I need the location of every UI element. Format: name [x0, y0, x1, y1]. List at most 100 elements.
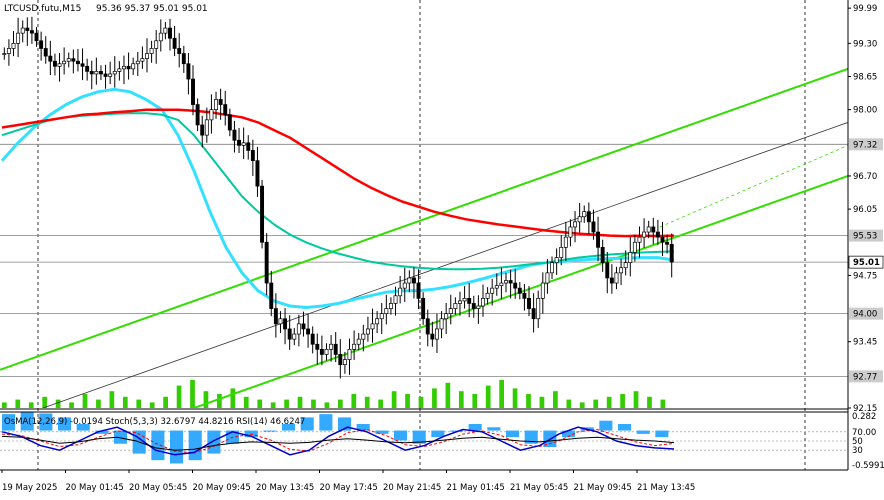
- candle-body: [614, 272, 619, 284]
- ma-red-line: [1, 108, 675, 238]
- candle-body: [508, 280, 513, 284]
- candle-body: [29, 30, 34, 34]
- candle-body: [273, 308, 278, 325]
- candle-body: [540, 282, 545, 299]
- candle-body: [411, 277, 416, 284]
- candle-body: [287, 328, 292, 340]
- volume-bar: [526, 394, 531, 408]
- osma-bar: [412, 430, 426, 444]
- volume-bar: [190, 380, 195, 408]
- volume-bar: [297, 396, 303, 408]
- osma-bar: [375, 430, 389, 434]
- indicator-label: OsMA(12,26,9) -0.0194 Stoch(5,3,3) 32.67…: [4, 417, 305, 427]
- candle-body: [550, 262, 554, 274]
- volume-bar: [458, 391, 464, 408]
- volume-bar: [512, 388, 518, 408]
- time-tick-label: 20 May 05:45: [129, 483, 187, 493]
- candle-body: [471, 303, 476, 309]
- candle-body: [665, 241, 670, 245]
- indicator-tick-label: 50: [852, 437, 863, 447]
- candle-body: [131, 63, 136, 70]
- candle-body: [504, 280, 508, 284]
- candle-body: [324, 349, 329, 355]
- price-tag-bg: [849, 307, 883, 320]
- time-tick-label: 20 May 17:45: [320, 483, 378, 493]
- candle-body: [43, 48, 48, 57]
- osma-bar: [394, 430, 408, 441]
- candle-body: [388, 303, 393, 309]
- candle-body: [632, 241, 637, 253]
- candle-body: [660, 236, 665, 243]
- candle-body: [112, 71, 117, 75]
- volume-bar: [378, 399, 384, 408]
- volume-bar: [257, 399, 263, 408]
- candle-body: [117, 68, 122, 72]
- time-tick-label: 21 May 09:45: [574, 483, 632, 493]
- candle-body: [384, 308, 389, 314]
- price-tick-label: 94.00: [853, 310, 877, 320]
- candle-body: [582, 211, 587, 218]
- channel-lower-line: [191, 175, 848, 408]
- candle-body: [554, 257, 559, 263]
- candle-body: [347, 349, 352, 360]
- candle-body: [623, 262, 628, 269]
- candle-body: [16, 32, 21, 44]
- volume-bar: [217, 394, 222, 408]
- candle-body: [490, 287, 495, 294]
- candle-body: [319, 349, 324, 355]
- candle-body: [168, 27, 172, 39]
- candle-body: [596, 231, 601, 248]
- candle-body: [172, 37, 177, 49]
- candle-body: [375, 318, 380, 325]
- price-tick-label: 99.30: [853, 39, 877, 49]
- volume-bar: [647, 396, 652, 408]
- volume-bar: [149, 402, 155, 408]
- candle-body: [306, 328, 311, 335]
- volume-bar: [96, 399, 101, 408]
- time-tick-label: 20 May 09:45: [193, 483, 251, 493]
- candle-body: [379, 313, 384, 320]
- candle-body: [494, 285, 499, 289]
- candle-body: [651, 226, 656, 233]
- rsi-line: [1, 435, 675, 451]
- candle-body: [122, 65, 126, 70]
- candle-body: [264, 241, 269, 284]
- volume-bar: [176, 385, 182, 408]
- header-symbol: LTCUSD.futu,M15: [4, 4, 81, 14]
- candle-body: [246, 142, 251, 151]
- candle-body: [195, 104, 200, 126]
- indicator-tick-label: 30: [852, 446, 863, 456]
- price-tick-label: 99.99: [853, 4, 877, 14]
- candle-body: [416, 282, 421, 299]
- candle-body: [204, 119, 209, 136]
- candle-body: [98, 71, 103, 75]
- candle-body: [140, 58, 145, 62]
- volume-bar: [42, 396, 48, 408]
- candle-body: [260, 185, 265, 243]
- volume-bar: [69, 402, 74, 408]
- price-tick-label: 96.70: [853, 172, 877, 182]
- candle-body: [609, 277, 614, 284]
- price-tick-label: 92.77: [853, 372, 877, 382]
- volume-bar: [2, 402, 7, 408]
- price-tick-label: 96.05: [853, 205, 877, 215]
- ma-cyan-line: [0, 87, 675, 309]
- candle-body: [227, 114, 232, 131]
- osma-bar: [114, 430, 128, 444]
- volume-bar: [539, 396, 545, 408]
- candle-body: [356, 338, 361, 345]
- candle-body: [94, 71, 99, 75]
- volume-bar: [136, 399, 142, 408]
- candle-body: [398, 287, 403, 297]
- chart-header: LTCUSD.futu,M15 95.36 95.37 95.01 95.01: [4, 4, 208, 14]
- volume-bar: [122, 396, 128, 408]
- candle-body: [563, 236, 568, 248]
- candle-body: [6, 48, 11, 54]
- candle-body: [2, 53, 7, 55]
- volume-bar: [593, 399, 599, 408]
- volume-bar: [230, 388, 236, 408]
- osma-bar: [562, 430, 576, 438]
- candle-body: [531, 308, 536, 320]
- candle-body: [476, 305, 481, 309]
